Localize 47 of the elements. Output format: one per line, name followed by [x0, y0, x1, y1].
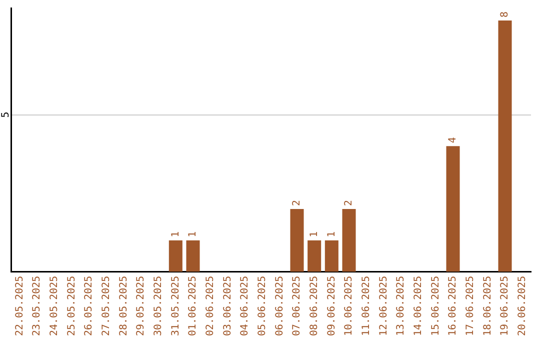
- bar: [446, 146, 460, 272]
- data-label: 1: [170, 231, 182, 238]
- data-label: 2: [292, 200, 303, 206]
- x-tick-label: 03.06.2025: [222, 276, 234, 336]
- x-tick-label: 11.06.2025: [360, 276, 372, 336]
- x-tick-label: 25.05.2025: [66, 276, 78, 336]
- bar: [308, 240, 322, 272]
- x-tick-label: 28.05.2025: [118, 276, 130, 336]
- x-tick-label: 13.06.2025: [396, 276, 407, 336]
- bar: [168, 240, 182, 272]
- y-tick-label: 5: [0, 112, 12, 118]
- x-tick-label: 18.06.2025: [482, 276, 494, 336]
- bar: [324, 240, 338, 272]
- x-tick-label: 15.06.2025: [430, 276, 442, 336]
- data-label: 1: [308, 231, 320, 238]
- data-label: 2: [344, 200, 355, 206]
- bar: [342, 208, 356, 272]
- x-tick-label: 23.05.2025: [32, 276, 43, 336]
- x-tick-label: 19.06.2025: [500, 276, 511, 336]
- x-tick-label: 27.05.2025: [100, 276, 112, 336]
- bar: [498, 20, 512, 272]
- bar: [186, 240, 200, 272]
- data-label: 4: [448, 137, 459, 144]
- x-tick-label: 29.05.2025: [136, 276, 147, 336]
- x-tick-label: 30.05.2025: [152, 276, 164, 336]
- x-tick-label: 24.05.2025: [48, 276, 60, 336]
- bar: [290, 208, 304, 272]
- x-tick-label: 02.06.2025: [204, 276, 216, 336]
- data-label: 8: [500, 12, 511, 18]
- data-label: 1: [188, 231, 199, 238]
- x-tick-label: 09.06.2025: [326, 276, 338, 336]
- x-tick-label: 26.05.2025: [84, 276, 95, 336]
- x-tick-label: 06.06.2025: [274, 276, 286, 336]
- x-tick-label: 12.06.2025: [378, 276, 390, 336]
- x-tick-label: 20.06.2025: [516, 276, 528, 336]
- x-tick-label: 10.06.2025: [344, 276, 355, 336]
- x-tick-label: 07.06.2025: [292, 276, 303, 336]
- x-tick-label: 01.06.2025: [188, 276, 199, 336]
- x-tick-label: 31.05.2025: [170, 276, 182, 336]
- x-tick-label: 05.06.2025: [256, 276, 268, 336]
- x-tick-label: 08.06.2025: [308, 276, 320, 336]
- x-tick-label: 14.06.2025: [412, 276, 424, 336]
- x-tick-label: 16.06.2025: [448, 276, 459, 336]
- x-tick-label: 04.06.2025: [240, 276, 251, 336]
- x-tick-label: 17.06.2025: [464, 276, 476, 336]
- x-tick-label: 22.05.2025: [14, 276, 26, 336]
- data-label: 1: [326, 231, 338, 238]
